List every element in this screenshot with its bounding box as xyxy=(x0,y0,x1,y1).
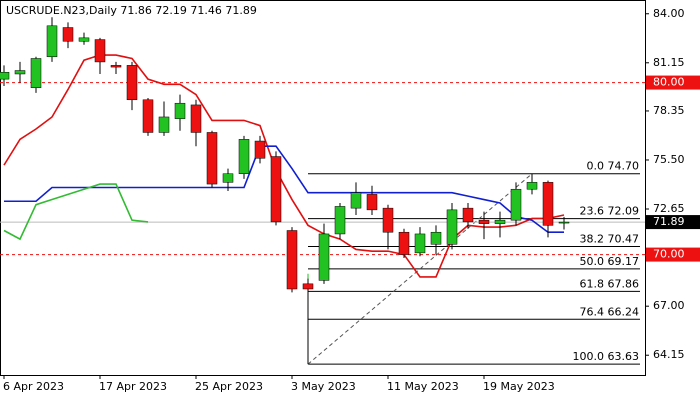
candle-body xyxy=(414,233,426,254)
candle-body xyxy=(190,104,202,133)
candle-body xyxy=(558,221,570,224)
x-tick-label: 11 May 2023 xyxy=(387,380,459,393)
candle-body xyxy=(270,156,282,223)
y-tick-label: 67.00 xyxy=(653,299,685,312)
candle-body xyxy=(526,182,538,190)
level-label: 80.00 xyxy=(653,76,685,89)
candle-body xyxy=(222,173,234,183)
candle-body xyxy=(510,188,522,221)
candle-body xyxy=(62,27,74,42)
candle-body xyxy=(14,70,26,75)
fib-label: 76.4 66.24 xyxy=(580,305,639,318)
last-price-label: 71.89 xyxy=(653,215,685,228)
candle-body xyxy=(302,283,314,290)
candle-body xyxy=(430,231,442,245)
candle-body xyxy=(318,233,330,281)
fib-label: 50.0 69.17 xyxy=(580,255,639,268)
candle-body xyxy=(254,140,266,159)
candle-body xyxy=(446,209,458,245)
candle-body xyxy=(286,230,298,290)
fib-label: 100.0 63.63 xyxy=(573,350,639,363)
level-badge xyxy=(646,247,700,262)
candle-body xyxy=(366,194,378,211)
candle-body xyxy=(158,116,170,133)
fib-label: 38.2 70.47 xyxy=(580,233,639,246)
y-tick-label: 84.00 xyxy=(653,7,685,20)
candle-body xyxy=(110,65,122,68)
x-tick-label: 3 May 2023 xyxy=(291,380,356,393)
candle-body xyxy=(126,65,138,101)
y-tick-label: 64.15 xyxy=(653,348,685,361)
candle-body xyxy=(206,132,218,185)
indicator-line xyxy=(3,183,149,241)
candle-body xyxy=(30,58,42,88)
x-tick-label: 19 May 2023 xyxy=(483,380,555,393)
level-badge xyxy=(646,75,700,90)
y-tick-label: 78.35 xyxy=(653,104,685,117)
candle-body xyxy=(382,207,394,233)
candle-body xyxy=(174,102,186,119)
x-tick-label: 6 Apr 2023 xyxy=(3,380,64,393)
candle-body xyxy=(462,207,474,223)
candle-body xyxy=(142,99,154,133)
fib-label: 23.6 72.09 xyxy=(580,205,639,218)
candle-body xyxy=(0,71,10,80)
candle-body xyxy=(334,206,346,235)
last-price-badge xyxy=(646,215,700,230)
candle-body xyxy=(46,25,58,58)
candle-body xyxy=(238,139,250,174)
candle-body xyxy=(94,39,106,63)
candle-body xyxy=(542,182,554,226)
x-tick-label: 17 Apr 2023 xyxy=(99,380,167,393)
chart-title: USCRUDE.N23,Daily 71.86 72.19 71.46 71.8… xyxy=(6,4,257,17)
candle-body xyxy=(350,192,362,209)
x-tick-label: 25 Apr 2023 xyxy=(195,380,263,393)
level-label: 70.00 xyxy=(653,248,685,261)
fib-trend xyxy=(307,173,533,365)
y-tick-label: 72.65 xyxy=(653,202,685,215)
y-tick-label: 81.15 xyxy=(653,56,685,69)
indicator-line xyxy=(4,145,564,234)
candle-body xyxy=(494,219,506,224)
candle-body xyxy=(78,37,90,42)
candle-body xyxy=(398,231,410,255)
fib-label: 0.0 74.70 xyxy=(587,160,639,173)
fib-label: 61.8 67.86 xyxy=(580,277,639,290)
candle-body xyxy=(478,219,490,224)
y-tick-label: 75.50 xyxy=(653,153,685,166)
